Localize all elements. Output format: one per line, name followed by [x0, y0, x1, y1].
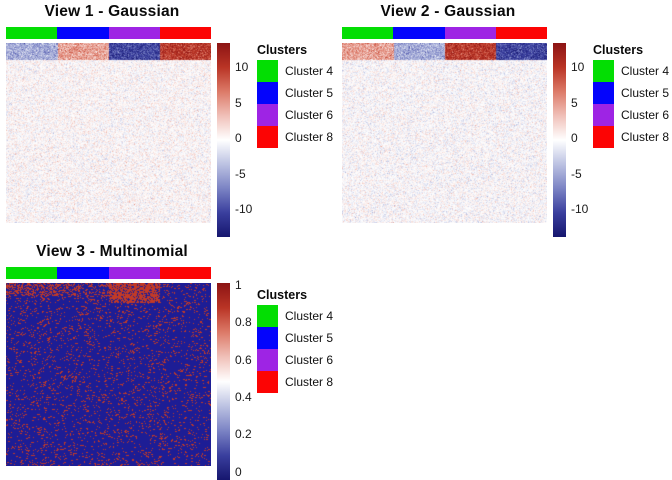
legend-label: Cluster 4 [621, 64, 670, 78]
view3-column-annotation-bar [6, 267, 211, 279]
cluster-6-swatch [257, 349, 278, 371]
colorbar-tick-label: 10 [571, 60, 585, 75]
view2-column-annotation-bar [342, 27, 547, 39]
legend-label: Cluster 6 [621, 108, 670, 122]
panel-view1: View 1 - Gaussian 10 5 0 -5 -10 Clusters Clu… [0, 0, 336, 240]
cluster-8-bar-segment [159, 27, 211, 39]
colorbar-tick-label: -10 [235, 202, 253, 217]
cluster-5-swatch [593, 82, 614, 104]
colorbar-tick-label: 5 [235, 95, 242, 110]
legend-label: Cluster 6 [285, 353, 334, 367]
cluster-5-bar-segment [393, 27, 445, 39]
colorbar-tick-label: -10 [571, 202, 589, 217]
panel-view3: View 3 - Multinomial 1 0.8 0.6 0.4 0.2 0 Clus… [0, 240, 336, 480]
view3-colorbar-ticks: 1 0.8 0.6 0.4 0.2 0 [235, 278, 269, 480]
cluster-6-bar-segment [444, 27, 496, 39]
view1-column-annotation-bar [6, 27, 211, 39]
cluster-6-swatch [257, 104, 278, 126]
view1-heatmap-body [6, 43, 211, 223]
cluster-6-bar-segment [108, 27, 160, 39]
view2-cluster-legend: Clusters Cluster 4 Cluster 5 Cluster 6 C… [593, 43, 669, 148]
legend-item: Cluster 6 [257, 104, 333, 126]
colorbar-tick-label: 0.4 [235, 389, 252, 404]
legend-item: Cluster 6 [593, 104, 669, 126]
cluster-5-bar-segment [57, 27, 109, 39]
cluster-4-swatch [257, 305, 278, 327]
legend-item: Cluster 5 [257, 82, 333, 104]
legend-label: Cluster 8 [285, 375, 334, 389]
cluster-4-swatch [593, 60, 614, 82]
cluster-4-bar-segment [342, 27, 394, 39]
cluster-5-swatch [257, 82, 278, 104]
colorbar-tick-label: -5 [571, 166, 582, 181]
colorbar-tick-label: 5 [571, 95, 578, 110]
cluster-4-swatch [257, 60, 278, 82]
panel-view2: View 2 - Gaussian 10 5 0 -5 -10 Clusters Clu… [336, 0, 672, 240]
legend-items: Cluster 4 Cluster 5 Cluster 6 Cluster 8 [257, 305, 333, 393]
legend-item: Cluster 8 [257, 126, 333, 148]
legend-item: Cluster 6 [257, 349, 333, 371]
legend-title: Clusters [257, 43, 308, 57]
legend-label: Cluster 4 [285, 309, 334, 323]
view2-colorbar-ticks: 10 5 0 -5 -10 [571, 43, 605, 237]
panel-view3-title: View 3 - Multinomial [36, 243, 188, 260]
cluster-8-bar-segment [159, 267, 211, 279]
colorbar-tick-label: 0 [235, 464, 242, 479]
view2-heatmap-body [342, 43, 547, 223]
view1-colorbar-ticks: 10 5 0 -5 -10 [235, 43, 269, 237]
legend-label: Cluster 5 [621, 86, 670, 100]
cluster-8-swatch [593, 126, 614, 148]
legend-title: Clusters [593, 43, 644, 57]
colorbar-tick-label: 0.8 [235, 315, 252, 330]
panel-view1-title: View 1 - Gaussian [44, 3, 180, 20]
colorbar-tick-label: 0 [571, 131, 578, 146]
legend-item: Cluster 4 [257, 60, 333, 82]
legend-label: Cluster 6 [285, 108, 334, 122]
colorbar-tick-label: 1 [235, 277, 242, 292]
view3-colorbar [217, 283, 230, 480]
legend-item: Cluster 4 [257, 305, 333, 327]
cluster-5-bar-segment [57, 267, 109, 279]
colorbar-tick-label: 0.6 [235, 352, 252, 367]
legend-items: Cluster 4 Cluster 5 Cluster 6 Cluster 8 [257, 60, 333, 148]
legend-item: Cluster 8 [593, 126, 669, 148]
view3-heatmap-body [6, 283, 211, 466]
legend-title: Clusters [257, 288, 308, 302]
legend-item: Cluster 5 [257, 327, 333, 349]
legend-item: Cluster 4 [593, 60, 669, 82]
view2-colorbar [553, 43, 566, 237]
colorbar-tick-label: 0 [235, 131, 242, 146]
legend-items: Cluster 4 Cluster 5 Cluster 6 Cluster 8 [593, 60, 669, 148]
view3-cluster-legend: Clusters Cluster 4 Cluster 5 Cluster 6 C… [257, 288, 333, 393]
legend-label: Cluster 8 [285, 130, 334, 144]
panel-view2-title: View 2 - Gaussian [380, 3, 516, 20]
legend-label: Cluster 8 [621, 130, 670, 144]
view1-colorbar [217, 43, 230, 237]
cluster-8-swatch [257, 371, 278, 393]
cluster-8-swatch [257, 126, 278, 148]
legend-item: Cluster 8 [257, 371, 333, 393]
legend-label: Cluster 5 [285, 331, 334, 345]
cluster-6-swatch [593, 104, 614, 126]
cluster-6-bar-segment [108, 267, 160, 279]
colorbar-tick-label: 0.2 [235, 427, 252, 442]
legend-label: Cluster 5 [285, 86, 334, 100]
cluster-4-bar-segment [6, 267, 58, 279]
legend-item: Cluster 5 [593, 82, 669, 104]
cluster-8-bar-segment [495, 27, 547, 39]
legend-label: Cluster 4 [285, 64, 334, 78]
colorbar-tick-label: -5 [235, 166, 246, 181]
colorbar-tick-label: 10 [235, 60, 249, 75]
view1-cluster-legend: Clusters Cluster 4 Cluster 5 Cluster 6 C… [257, 43, 333, 148]
cluster-4-bar-segment [6, 27, 58, 39]
cluster-5-swatch [257, 327, 278, 349]
